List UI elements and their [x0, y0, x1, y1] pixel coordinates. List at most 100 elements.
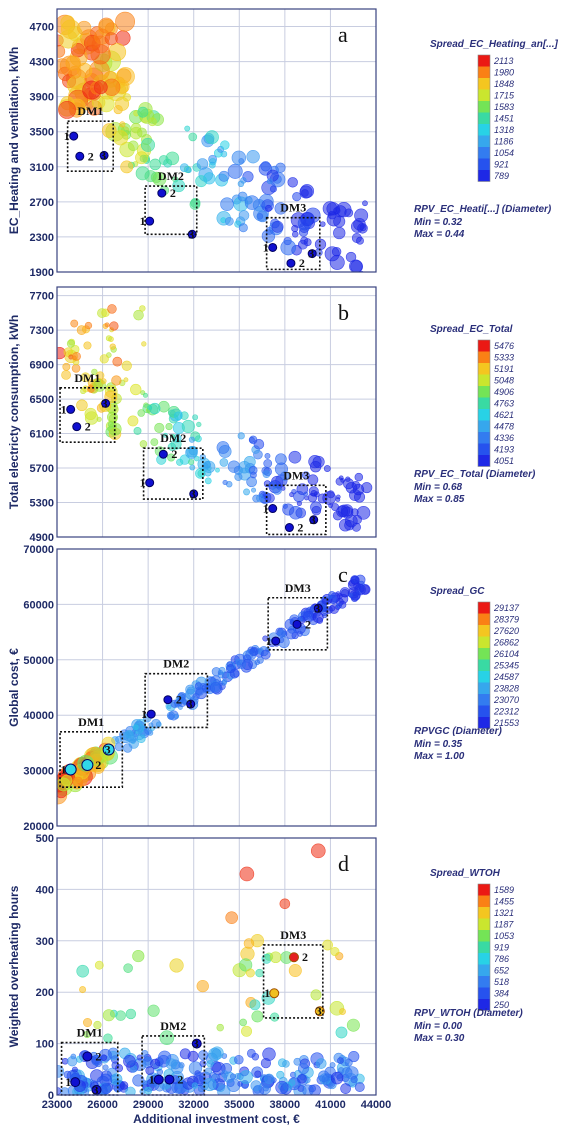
scatter-point — [201, 683, 211, 693]
option-label: 1 — [141, 707, 147, 721]
color-legend-swatch — [478, 682, 490, 694]
color-legend-value: 24587 — [493, 672, 520, 682]
x-tick-label: 32000 — [178, 1099, 209, 1111]
scatter-point — [135, 151, 148, 165]
option-point — [102, 743, 115, 756]
scatter-point — [266, 178, 273, 185]
option-point — [191, 1038, 202, 1049]
option-label: 2 — [299, 256, 305, 270]
scatter-point — [123, 743, 133, 753]
scatter-point — [256, 494, 264, 503]
scatter-point — [87, 385, 95, 393]
scatter-point — [319, 221, 326, 227]
scatter-point — [322, 939, 333, 951]
color-legend-value: 22312 — [493, 707, 519, 717]
color-legend-title: Spread_WTOH — [430, 868, 501, 879]
color-legend-swatch — [478, 432, 490, 444]
color-legend-value: 1715 — [494, 91, 515, 101]
scatter-point — [204, 1067, 213, 1075]
scatter-point — [300, 611, 310, 621]
option-label: 3 — [314, 601, 320, 615]
color-legend-swatch — [478, 420, 490, 432]
scatter-point — [337, 1057, 344, 1065]
x-tick-label: 44000 — [361, 1099, 392, 1111]
color-legend-value: 652 — [494, 966, 509, 976]
option-label: 1 — [61, 402, 67, 416]
panel-a: 12 3123123DM1DM2DM31900230027003100350039… — [7, 8, 377, 279]
color-legend-value: 4621 — [494, 410, 514, 420]
color-legend-value: 1318 — [494, 125, 514, 135]
scatter-point — [142, 392, 148, 398]
scatter-point — [203, 172, 216, 185]
scatter-points — [57, 574, 371, 805]
option-point — [189, 489, 199, 499]
scatter-point — [227, 460, 241, 473]
y-tick-label: 3500 — [30, 127, 54, 139]
scatter-point — [170, 438, 182, 450]
option-label: 3 — [92, 1083, 98, 1097]
scatter-point — [280, 239, 297, 256]
color-legend-value: 4336 — [494, 433, 514, 443]
scatter-point — [297, 216, 312, 231]
scatter-point — [275, 1080, 289, 1095]
scatter-point — [130, 122, 142, 134]
scatter-point — [107, 411, 118, 423]
scatter-point — [125, 1086, 136, 1095]
scatter-point — [239, 958, 253, 972]
color-legend-value: 26104 — [493, 649, 519, 659]
scatter-point — [279, 898, 291, 910]
scatter-point — [335, 1026, 348, 1039]
scatter-point — [256, 210, 269, 223]
panel-label: a — [338, 22, 348, 47]
color-legend-swatch — [478, 363, 490, 375]
option-point — [69, 131, 79, 141]
y-tick-label: 500 — [36, 833, 54, 845]
scatter-point — [196, 158, 209, 170]
y-tick-label: 4700 — [30, 22, 54, 34]
diameter-legend-min: Min = 0.68 — [414, 482, 463, 493]
scatter-point — [76, 964, 89, 978]
scatter-point — [310, 490, 318, 497]
color-legend-swatch — [478, 636, 490, 648]
scatter-point — [115, 1064, 124, 1073]
y-tick-label: 6500 — [30, 394, 54, 406]
scatter-point — [351, 522, 361, 532]
x-tick-label: 41000 — [315, 1099, 346, 1111]
dm-box — [142, 447, 204, 500]
scatter-point — [100, 378, 107, 384]
scatter-point — [351, 576, 359, 584]
option-label: 1 — [61, 762, 67, 776]
scatter-point — [288, 964, 302, 978]
option-label: 3 — [105, 743, 111, 757]
scatter-point — [361, 482, 373, 494]
scatter-point — [282, 1060, 290, 1068]
scatter-point — [83, 1018, 93, 1028]
y-tick-label: 5300 — [30, 498, 54, 510]
scatter-point — [181, 419, 195, 434]
color-legend-value: 518 — [494, 977, 509, 987]
scatter-point — [150, 1058, 161, 1069]
scatter-point — [76, 399, 88, 412]
option-point — [64, 763, 77, 776]
scatter-point — [150, 438, 159, 447]
scatter-point — [206, 1060, 214, 1068]
scatter-point — [244, 195, 260, 210]
scatter-point — [67, 1056, 78, 1067]
diameter-legend-max: Max = 0.44 — [414, 229, 465, 240]
diameter-legend-title: RPV_EC_Total (Diameter) — [414, 469, 536, 480]
scatter-point — [262, 1085, 269, 1092]
scatter-point — [144, 1086, 153, 1095]
scatter-point — [149, 402, 161, 415]
color-legend-swatch — [478, 999, 490, 1011]
x-axis-label: Additional investment cost, € — [133, 1112, 300, 1126]
color-legend-value: 4906 — [494, 387, 514, 397]
scatter-point — [133, 309, 144, 321]
color-legend-value: 4478 — [494, 422, 514, 432]
option-label: 1 — [64, 129, 70, 143]
scatter-point — [216, 441, 230, 454]
scatter-point — [224, 216, 234, 226]
scatter-point — [61, 19, 81, 39]
scatter-point — [71, 1066, 78, 1073]
